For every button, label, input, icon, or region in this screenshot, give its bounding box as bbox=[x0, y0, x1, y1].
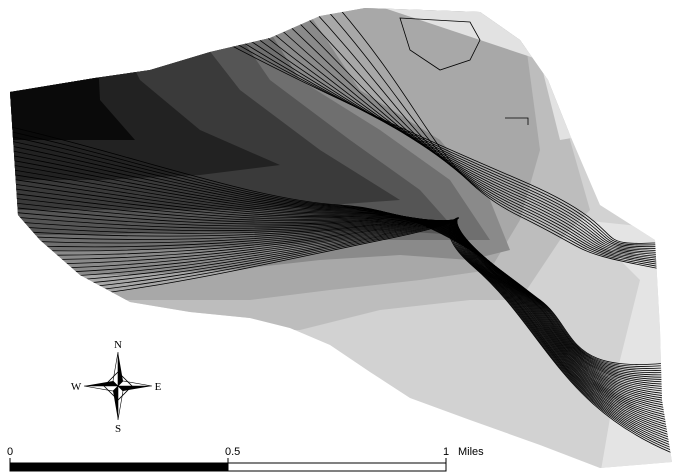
scale-segment bbox=[228, 463, 446, 471]
compass-label: E bbox=[155, 381, 162, 393]
scale-bar: 0 0.5 1 Miles bbox=[7, 446, 484, 471]
compass-star bbox=[118, 386, 123, 420]
compass-label: N bbox=[114, 339, 122, 351]
scale-segment bbox=[10, 463, 228, 471]
compass-label: W bbox=[71, 381, 82, 393]
map: N E S W 0 0.5 1 Miles bbox=[0, 0, 677, 476]
north-arrow: N E S W bbox=[71, 339, 162, 435]
compass-label: S bbox=[115, 423, 121, 435]
compass-star bbox=[118, 381, 152, 386]
surface-band bbox=[0, 0, 135, 140]
scale-label: 0.5 bbox=[225, 446, 240, 458]
scale-label: 1 bbox=[443, 446, 449, 458]
compass-star bbox=[84, 386, 118, 391]
scale-label: 0 bbox=[7, 446, 13, 458]
compass-star bbox=[113, 352, 118, 386]
surface bbox=[0, 0, 677, 476]
scale-unit: Miles bbox=[458, 446, 484, 458]
